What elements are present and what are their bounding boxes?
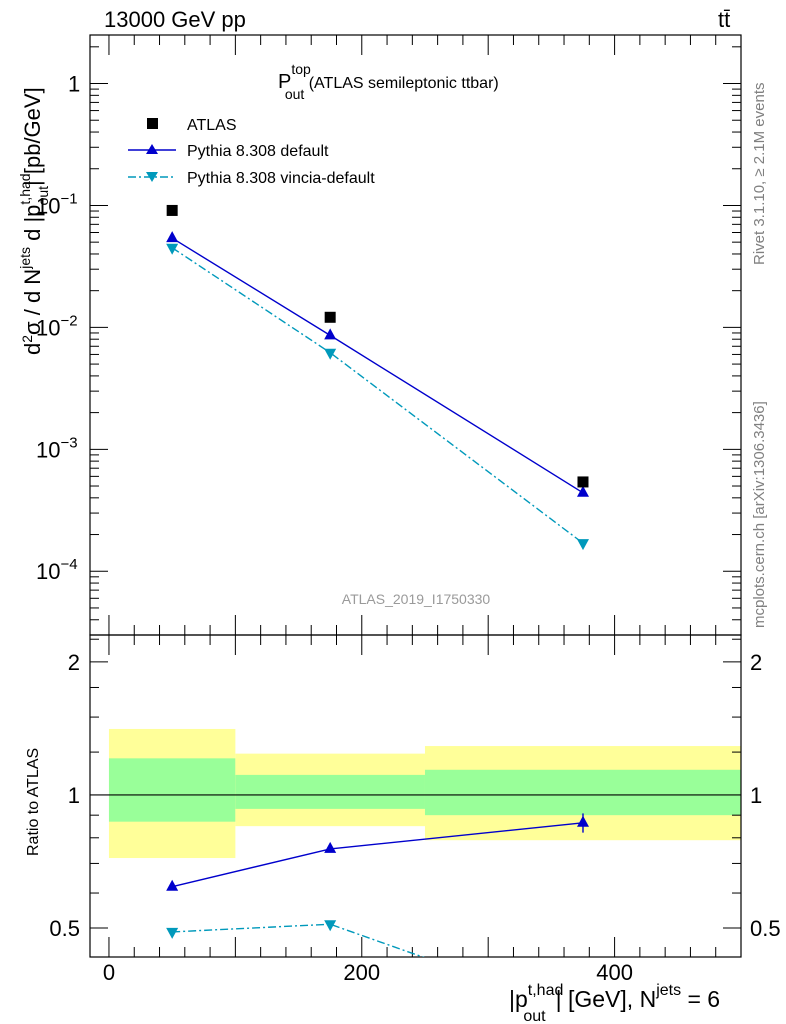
legend-vincia-marker bbox=[146, 172, 158, 182]
ratio-tick-label: 0.5 bbox=[49, 916, 80, 941]
legend-title: Ptop out (ATLAS semileptonic ttbar) bbox=[278, 61, 499, 102]
series-point-1 bbox=[576, 539, 589, 551]
legend-atlas-marker bbox=[147, 118, 158, 129]
ratio-axis-label: Ratio to ATLAS bbox=[25, 748, 42, 856]
series-line-0 bbox=[171, 237, 584, 494]
ratio-tick-label-right: 1 bbox=[750, 783, 762, 808]
header-process: tt̄ bbox=[718, 7, 730, 32]
atlas-point bbox=[577, 476, 589, 488]
ratio-tick-label: 1 bbox=[68, 783, 80, 808]
ratio-series bbox=[166, 813, 589, 957]
series-point-1 bbox=[324, 348, 337, 360]
ratio-frame bbox=[89, 634, 742, 958]
ratio-tick-label-right: 0.5 bbox=[750, 916, 781, 941]
legend: Ptop out (ATLAS semileptonic ttbar) ATLAS… bbox=[128, 61, 499, 187]
y-tick-label: 10−4 bbox=[36, 556, 78, 584]
series-line-1 bbox=[171, 247, 584, 544]
atlas-point bbox=[166, 204, 178, 216]
rivet-label: Rivet 3.1.10, ≥ 2.1M events bbox=[751, 83, 768, 266]
analysis-watermark: ATLAS_2019_I1750330 bbox=[342, 591, 491, 607]
series-point-0 bbox=[324, 328, 337, 340]
x-tick-label: 0 bbox=[103, 960, 115, 985]
legend-atlas-label: ATLAS bbox=[187, 117, 237, 134]
y-tick-label: 10−2 bbox=[36, 312, 78, 340]
series-point-0 bbox=[576, 485, 589, 497]
ratio-line-1 bbox=[172, 923, 425, 957]
tick-labels: 1 10−1 10−2 10−3 10−4 2 2 1 1 0.5 0.5 0 200 400 bbox=[36, 72, 781, 985]
ratio-point-1 bbox=[166, 927, 179, 939]
ratio-tick-label: 2 bbox=[68, 650, 80, 675]
legend-default-label: Pythia 8.308 default bbox=[187, 143, 329, 160]
band-inner bbox=[424, 769, 741, 816]
mcplots-label: mcplots.cern.ch [arXiv:1306.3436] bbox=[751, 401, 768, 628]
x-tick-label: 200 bbox=[343, 960, 380, 985]
series-point-1 bbox=[166, 243, 179, 255]
y-tick-label: 1 bbox=[68, 72, 80, 97]
y-tick-label: 10−3 bbox=[36, 434, 78, 462]
atlas-point bbox=[324, 311, 336, 323]
y-axis-label: d2σ / d Njets d |pt,had out| [pb/GeV] bbox=[17, 87, 51, 355]
ratio-point-1 bbox=[324, 920, 337, 932]
series-point-0 bbox=[166, 231, 179, 243]
x-tick-label: 400 bbox=[596, 960, 633, 985]
y-tick-label: 10−1 bbox=[36, 190, 78, 218]
main-series bbox=[166, 204, 589, 551]
legend-vincia-label: Pythia 8.308 vincia-default bbox=[187, 170, 375, 187]
ratio-point-0 bbox=[324, 841, 337, 853]
ratio-tick-label-right: 2 bbox=[750, 650, 762, 675]
band-inner bbox=[108, 758, 236, 822]
ratio-point-0 bbox=[166, 879, 179, 891]
x-axis-label: |pt,had out| [GeV], Njets = 6 bbox=[509, 982, 720, 1024]
axis-ticks bbox=[90, 35, 742, 957]
header-energy: 13000 GeV pp bbox=[104, 7, 246, 32]
legend-default-marker bbox=[146, 144, 158, 154]
band-inner bbox=[235, 774, 425, 809]
